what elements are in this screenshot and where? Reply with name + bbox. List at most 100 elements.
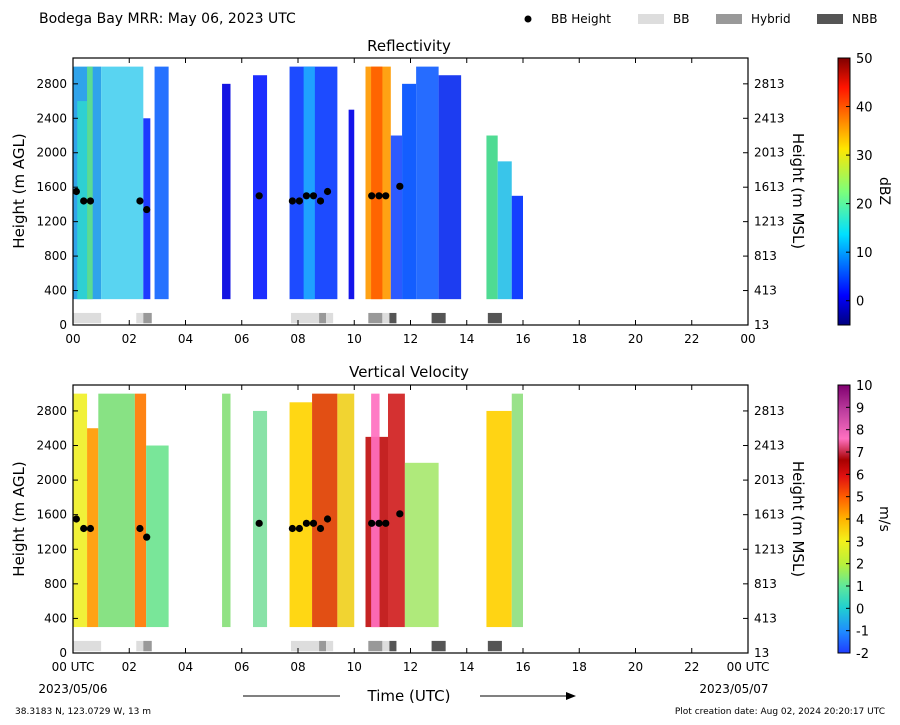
reflectivity-colorbar-tick-label: 10 xyxy=(856,246,873,261)
reflectivity-colorbar-tick-label: 50 xyxy=(856,52,873,67)
legend-nbb-label: NBB xyxy=(852,12,877,26)
velocity-bb-type-segment xyxy=(319,640,327,652)
reflectivity-echo-column xyxy=(486,135,498,300)
velocity-x-ticks: 00 UTC 02 04 06 08 10 12 14 16 18 20 22 00 UTC xyxy=(52,385,770,674)
velocity-y-tick-label: 2400 xyxy=(36,439,67,453)
reflectivity-y-tick-label: 2800 xyxy=(36,77,67,91)
velocity-x-tick-label: 10 xyxy=(347,660,362,674)
reflectivity-ylabel: Height (m AGL) xyxy=(10,133,28,248)
velocity-ylabel: Height (m AGL) xyxy=(10,461,28,576)
velocity-bb-height-points xyxy=(72,510,404,541)
legend-bb-height-label: BB Height xyxy=(551,12,611,26)
velocity-bb-height-point xyxy=(396,510,404,518)
reflectivity-y2-ticks: 13 413 813 1213 1613 2013 2413 2813 xyxy=(743,77,785,332)
velocity-x-tick-label: 04 xyxy=(178,660,193,674)
reflectivity-bb-height-point xyxy=(136,197,144,205)
velocity-bb-height-point xyxy=(255,519,263,527)
velocity-echo-column xyxy=(134,393,147,628)
reflectivity-x-tick-label: 08 xyxy=(290,332,305,346)
velocity-y-tick-label: 1200 xyxy=(36,542,67,556)
velocity-x-tick-label: 18 xyxy=(572,660,587,674)
reflectivity-bb-height-point xyxy=(72,187,80,196)
reflectivity-bb-height-point xyxy=(316,197,325,205)
velocity-y2-ticks: 13 413 813 1213 1613 2013 2413 2813 xyxy=(743,404,785,660)
velocity-y2label: Height (m MSL) xyxy=(789,461,807,577)
reflectivity-x-tick-label: 04 xyxy=(178,332,193,346)
reflectivity-y-ticks: 0 400 800 1200 1600 2000 2400 2800 xyxy=(36,77,78,332)
velocity-colorbar-tick-label: 8 xyxy=(856,424,864,439)
reflectivity-echo-column xyxy=(371,66,383,300)
reflectivity-y-tick-label: 2000 xyxy=(36,146,67,160)
reflectivity-bb-height-point xyxy=(382,192,390,200)
reflectivity-y-tick-label: 2400 xyxy=(36,111,67,125)
velocity-echo-column xyxy=(388,393,405,628)
reflectivity-bb-type-segment xyxy=(290,312,320,324)
velocity-bb-type-segment xyxy=(73,640,102,652)
velocity-echo-column xyxy=(337,393,355,628)
reflectivity-y2-tick-label: 2813 xyxy=(754,77,785,91)
velocity-colorbar-tick-label: -2 xyxy=(856,647,869,662)
velocity-bb-height-point xyxy=(72,515,80,523)
velocity-colorbar-tick-label: 10 xyxy=(856,379,873,394)
velocity-heatmap xyxy=(73,393,523,628)
velocity-colorbar-tick-label: 3 xyxy=(856,535,864,550)
time-arrow-head xyxy=(566,692,576,700)
legend-bb-swatch xyxy=(638,14,664,24)
reflectivity-bb-height-point xyxy=(143,205,151,214)
velocity-y-tick-label: 800 xyxy=(44,577,67,591)
reflectivity-colorbar-tick-label: 40 xyxy=(856,101,873,116)
reflectivity-x-tick-label: 00 xyxy=(65,332,80,346)
time-axis-label: Time (UTC) xyxy=(367,687,451,705)
velocity-echo-column xyxy=(312,393,338,628)
velocity-y2-tick-label: 813 xyxy=(754,577,777,591)
figure-title: Bodega Bay MRR: May 06, 2023 UTC xyxy=(39,11,296,27)
velocity-bb-type-segment xyxy=(389,640,397,652)
velocity-bb-type-bars xyxy=(73,640,502,652)
reflectivity-x-tick-label: 02 xyxy=(122,332,137,346)
reflectivity-panel: Reflectivity 00 02 04 06 08 10 12 14 16 18 20 22 00 … xyxy=(10,37,892,346)
end-date: 2023/05/07 xyxy=(699,682,768,696)
velocity-bb-height-point xyxy=(375,519,383,527)
velocity-bb-height-point xyxy=(302,519,311,527)
velocity-y2-tick-label: 1213 xyxy=(754,542,785,556)
velocity-bb-height-point xyxy=(136,524,144,533)
velocity-bb-height-point xyxy=(323,515,332,523)
reflectivity-colorbar xyxy=(837,57,851,326)
velocity-x-tick-label: 16 xyxy=(515,660,530,674)
velocity-y2-tick-label: 2813 xyxy=(754,404,785,418)
reflectivity-x-ticks: 00 02 04 06 08 10 12 14 16 18 20 22 00 xyxy=(65,58,756,346)
reflectivity-bb-type-segment xyxy=(143,312,152,324)
velocity-y-tick-label: 0 xyxy=(59,646,67,660)
velocity-colorbar-tick-label: 2 xyxy=(856,558,864,573)
reflectivity-x-tick-label: 16 xyxy=(515,332,530,346)
reflectivity-echo-column xyxy=(390,135,403,300)
legend-hybrid-swatch xyxy=(716,14,742,24)
velocity-bb-height-point xyxy=(309,519,318,527)
velocity-bb-type-segment xyxy=(136,640,144,652)
velocity-bb-height-point xyxy=(80,524,88,533)
reflectivity-bb-type-segment xyxy=(73,312,102,324)
reflectivity-bb-type-segment xyxy=(382,312,390,324)
velocity-echo-column xyxy=(253,410,268,628)
velocity-y2-tick-label: 1613 xyxy=(754,508,785,522)
reflectivity-y2-tick-label: 1613 xyxy=(754,180,785,194)
reflectivity-bb-height-point xyxy=(309,192,318,200)
reflectivity-bb-height-point xyxy=(255,192,263,200)
velocity-echo-column xyxy=(404,462,439,628)
reflectivity-bb-type-segment xyxy=(389,312,397,324)
velocity-bb-height-point xyxy=(288,524,296,533)
velocity-x-tick-label: 00 UTC xyxy=(727,660,770,674)
velocity-x-tick-label: 00 UTC xyxy=(52,660,95,674)
velocity-x-tick-label: 06 xyxy=(234,660,249,674)
reflectivity-bb-type-segment xyxy=(319,312,327,324)
reflectivity-bb-type-bars xyxy=(73,312,502,324)
reflectivity-bb-height-point xyxy=(288,197,296,205)
reflectivity-y2-tick-label: 413 xyxy=(754,284,777,298)
velocity-echo-column xyxy=(222,393,231,628)
plot-creation-date: Plot creation date: Aug 02, 2024 20:20:1… xyxy=(675,707,885,717)
velocity-y2-tick-label: 2013 xyxy=(754,473,785,487)
velocity-colorbar-tick-label: 6 xyxy=(856,468,864,483)
reflectivity-bb-type-segment xyxy=(368,312,383,324)
reflectivity-x-tick-label: 10 xyxy=(347,332,362,346)
